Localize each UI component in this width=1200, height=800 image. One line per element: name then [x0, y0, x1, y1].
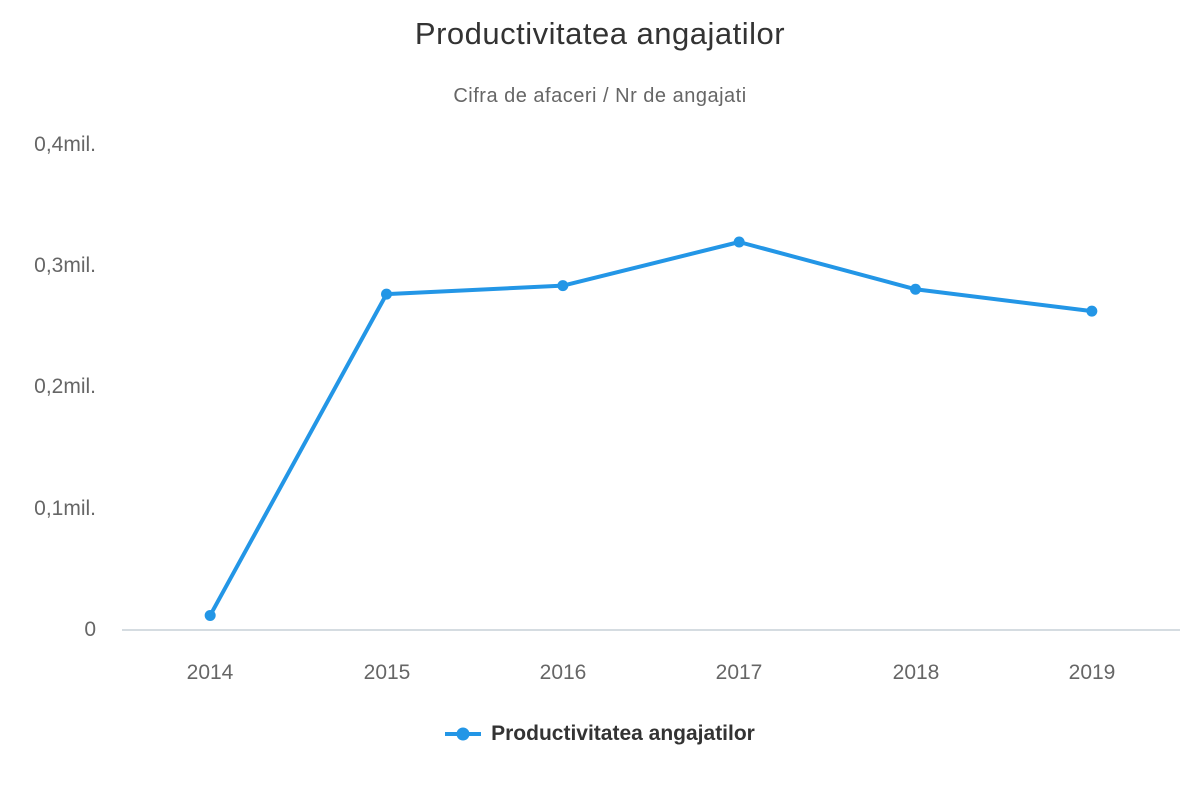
chart-title: Productivitatea angajatilor: [414, 16, 786, 51]
legend-item-productivitatea[interactable]: Productivitatea angajatilor: [445, 722, 755, 746]
legend-item-label: Productivitatea angajatilor: [491, 722, 755, 745]
y-tick-label: 0: [84, 618, 96, 641]
data-point-marker: [910, 283, 921, 295]
data-point-marker: [733, 236, 745, 248]
x-tick-label: 2016: [539, 661, 587, 684]
x-tick-label: 2014: [186, 661, 234, 684]
y-tick-label: 0,2mil.: [34, 375, 96, 398]
y-tick-label: 0,3mil.: [34, 254, 96, 277]
y-tick-label: 0,4mil.: [34, 133, 96, 156]
legend-series-marker-icon: [445, 727, 482, 741]
legend: Productivitatea angajatilor: [0, 722, 1200, 746]
x-tick-label: 2019: [1068, 661, 1116, 684]
x-axis-line: [122, 629, 1180, 631]
x-tick-label: 2017: [715, 661, 763, 684]
x-tick-label: 2018: [892, 661, 940, 684]
data-point-marker: [204, 609, 216, 621]
x-tick-label: 2015: [363, 661, 411, 684]
data-point-marker: [1086, 305, 1098, 317]
data-point-marker: [557, 280, 569, 292]
data-point-marker: [381, 288, 392, 300]
chart-subtitle: Cifra de afaceri / Nr de angajati: [453, 85, 747, 107]
y-tick-label: 0,1mil.: [34, 497, 96, 520]
